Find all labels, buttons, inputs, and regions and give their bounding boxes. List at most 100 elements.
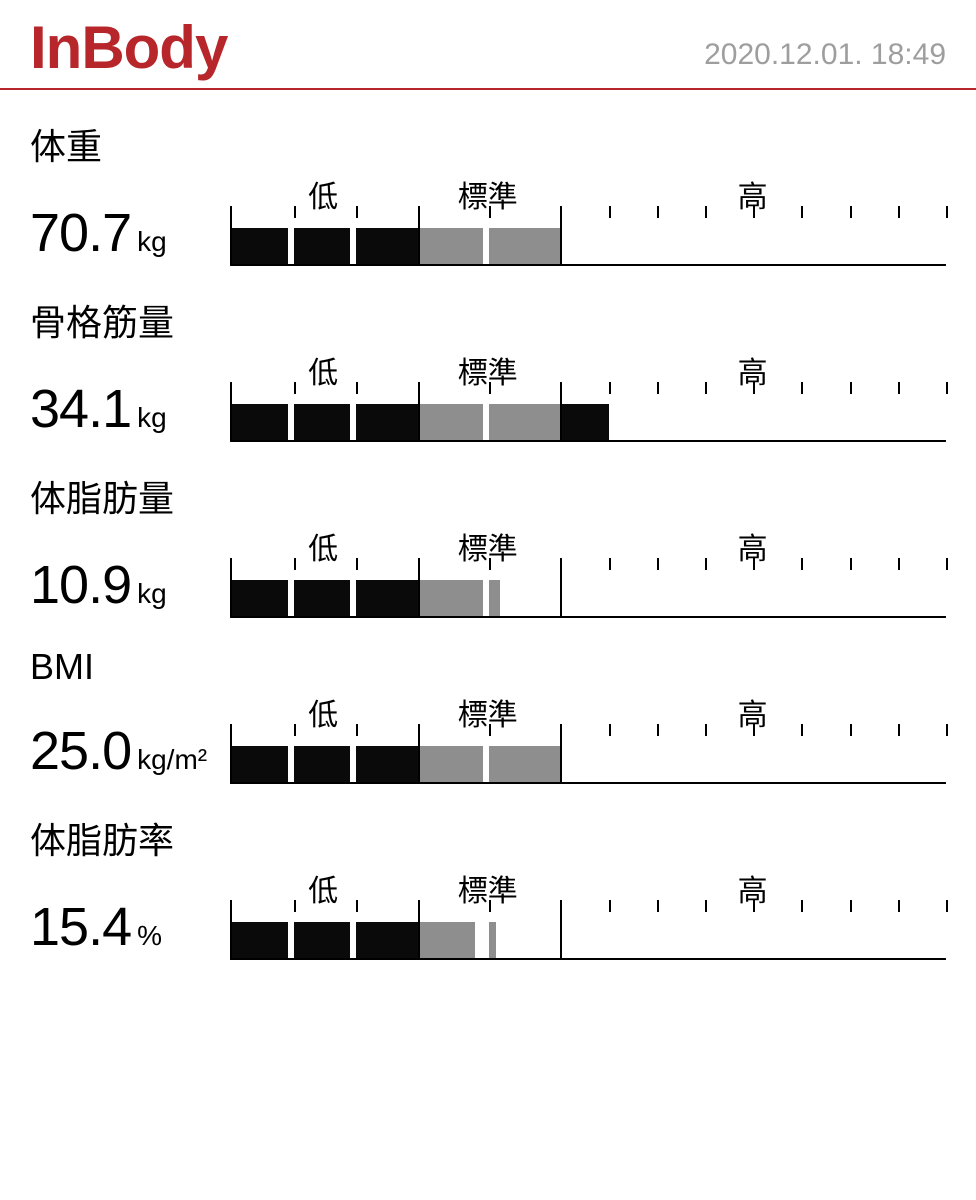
- tick-minor: [356, 558, 358, 570]
- metric-title: 体重: [30, 118, 946, 170]
- metric-value-number: 70.7: [30, 202, 131, 264]
- zone-divider: [418, 206, 420, 264]
- range-labels: 低標準高: [230, 348, 946, 382]
- tick-minor: [946, 724, 948, 736]
- tick-minor: [294, 558, 296, 570]
- bar-area: [230, 558, 946, 618]
- metric-title: 体脂肪率: [30, 812, 946, 864]
- header: InBody 2020.12.01. 18:49: [0, 0, 976, 90]
- bar-segment: [294, 228, 350, 264]
- tick-minor: [898, 724, 900, 736]
- bar-area: [230, 206, 946, 266]
- bar-segment: [356, 404, 418, 440]
- bar-segment: [294, 404, 350, 440]
- tick-minor: [898, 206, 900, 218]
- tick-minor: [294, 900, 296, 912]
- zone-divider: [560, 724, 562, 782]
- tick-minor: [356, 900, 358, 912]
- tick-minor: [753, 724, 755, 736]
- metric-value-number: 15.4: [30, 896, 131, 958]
- bar-segment: [418, 922, 475, 958]
- bar-area: [230, 900, 946, 960]
- tick-minor: [946, 206, 948, 218]
- tick-minor: [801, 558, 803, 570]
- zone-divider: [560, 900, 562, 958]
- bar-area: [230, 382, 946, 442]
- metric-value-unit: kg: [137, 578, 167, 610]
- metric-row: 体脂肪量 10.9kg 低標準高: [30, 442, 946, 618]
- metric-title: 骨格筋量: [30, 294, 946, 346]
- bar-segment: [356, 922, 418, 958]
- metric-body: 34.1kg低標準高: [30, 348, 946, 442]
- range-labels: 低標準高: [230, 690, 946, 724]
- metric-value-number: 25.0: [30, 720, 131, 782]
- tick-minor: [489, 558, 491, 570]
- tick-minor: [898, 382, 900, 394]
- tick-minor: [850, 558, 852, 570]
- bar-segment: [356, 228, 418, 264]
- tick-minor: [705, 558, 707, 570]
- metric-value-number: 10.9: [30, 554, 131, 616]
- bar-segment: [418, 746, 484, 782]
- zone-divider: [560, 382, 562, 440]
- tick-minor: [946, 558, 948, 570]
- tick-minor: [609, 382, 611, 394]
- bar-segment: [356, 580, 418, 616]
- bar-segment: [489, 922, 496, 958]
- tick-minor: [705, 206, 707, 218]
- tick-minor: [753, 558, 755, 570]
- bar-segment: [489, 746, 560, 782]
- bar-area: [230, 724, 946, 784]
- metric-body: 70.7kg低標準高: [30, 172, 946, 266]
- bar-segment: [418, 404, 484, 440]
- tick-minor: [356, 382, 358, 394]
- tick-minor: [753, 206, 755, 218]
- zone-divider: [418, 900, 420, 958]
- metric-value: 25.0kg/m²: [30, 720, 230, 784]
- metric-body: 25.0kg/m²低標準高: [30, 690, 946, 784]
- bar-segment: [232, 580, 288, 616]
- tick-minor: [753, 382, 755, 394]
- tick-minor: [801, 382, 803, 394]
- bar-segment: [232, 922, 288, 958]
- metric-value: 70.7kg: [30, 202, 230, 266]
- metric-row: BMI25.0kg/m²低標準高: [30, 618, 946, 784]
- bar-segment: [294, 922, 350, 958]
- tick-minor: [356, 724, 358, 736]
- tick-minor: [657, 558, 659, 570]
- tick-minor: [705, 900, 707, 912]
- range-labels: 低標準高: [230, 524, 946, 558]
- tick-minor: [294, 382, 296, 394]
- metric-value-unit: kg: [137, 226, 167, 258]
- tick-minor: [356, 206, 358, 218]
- zone-divider: [418, 382, 420, 440]
- tick-minor: [801, 724, 803, 736]
- tick-minor: [609, 558, 611, 570]
- metric-row: 体重70.7kg低標準高: [30, 90, 946, 266]
- tick-minor: [657, 724, 659, 736]
- tick-minor: [753, 900, 755, 912]
- metric-title: 体脂肪量: [30, 470, 946, 522]
- tick-minor: [489, 382, 491, 394]
- tick-minor: [657, 382, 659, 394]
- tick-minor: [294, 724, 296, 736]
- tick-minor: [705, 724, 707, 736]
- metric-chart: 低標準高: [230, 172, 946, 266]
- tick-minor: [609, 900, 611, 912]
- zone-divider: [560, 206, 562, 264]
- bar-segment: [418, 580, 484, 616]
- metrics-list: 体重70.7kg低標準高骨格筋量34.1kg低標準高体脂肪量10.9kg低標準高…: [0, 90, 976, 960]
- metric-value-unit: kg: [137, 402, 167, 434]
- bar-segment: [560, 404, 608, 440]
- metric-value-unit: kg/m²: [137, 744, 207, 776]
- metric-body: 15.4%低標準高: [30, 866, 946, 960]
- tick-minor: [657, 900, 659, 912]
- bar-segment: [489, 404, 560, 440]
- tick-minor: [801, 206, 803, 218]
- bar-segment: [356, 746, 418, 782]
- metric-chart: 低標準高: [230, 524, 946, 618]
- tick-minor: [705, 382, 707, 394]
- bar-segment: [294, 580, 350, 616]
- bar-segment: [232, 404, 288, 440]
- bar-segment: [294, 746, 350, 782]
